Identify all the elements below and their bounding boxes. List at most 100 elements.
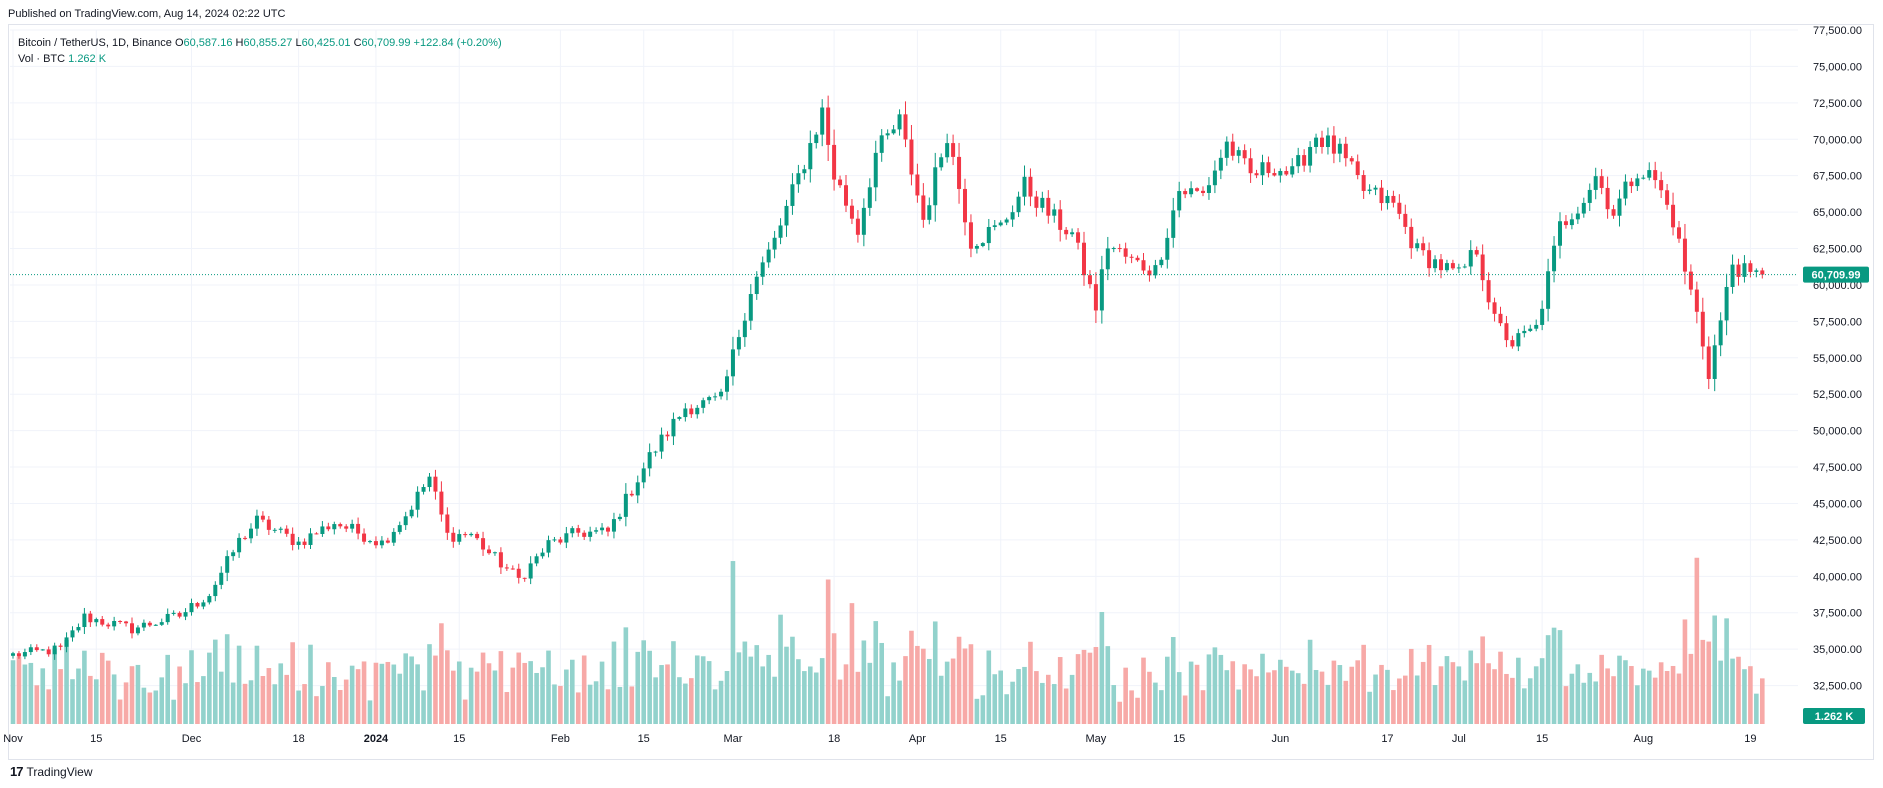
candle-body [1004,219,1009,223]
candle-body [879,135,884,153]
volume-bar [587,684,593,724]
candle-body [1087,275,1092,285]
candle-body [225,556,230,573]
candle-body [558,539,563,543]
candle-body [1760,270,1765,275]
volume-bar [1176,672,1182,724]
time-tick-label: 15 [90,733,102,745]
time-tick-label: Dec [182,733,202,745]
tradingview-logo[interactable]: 17 TradingView [10,764,93,779]
ohlc-line: Bitcoin / TetherUS, 1D, Binance O60,587.… [18,35,502,51]
volume-bar [1230,661,1236,724]
candle-body [1403,213,1408,227]
volume-bar [10,660,16,724]
candle-body [1343,143,1348,159]
volume-bar [813,672,819,724]
candle-body [1528,328,1533,331]
candle-body [1123,248,1128,257]
volume-bar [790,636,795,724]
volume-bar [1254,676,1259,724]
candle-body [546,540,551,553]
volume-bar [159,677,165,724]
candle-body [855,218,860,235]
candle-body [677,417,682,419]
volume-bar [480,652,486,724]
volume-bar [236,645,242,724]
volume-bar [540,667,545,724]
candle-body [844,185,848,206]
volume-bar [760,666,765,724]
volume-bar [326,662,331,724]
candle-body [290,533,295,545]
volume-bar [379,663,385,724]
volume-bar [986,650,992,724]
volume-bar [1391,690,1396,724]
candle-body [867,187,872,208]
candle-body [1296,155,1301,167]
candle-body [730,349,735,377]
volume-bar [855,671,861,724]
candle-body [1260,162,1265,176]
volume-bar [183,683,188,724]
volume-bar [558,685,563,724]
candle-body [635,482,640,496]
candle-body [1433,259,1438,269]
volume-bar [296,690,301,724]
candle-body [153,624,158,626]
volume-bar [617,686,623,724]
candle-body [927,205,932,220]
candle-body [213,584,218,597]
candle-body [1534,324,1539,329]
candle-body [1623,181,1628,199]
time-tick-label: Jul [1452,733,1466,745]
candle-body [1171,210,1176,238]
candle-body [1159,259,1164,266]
candle-body [1064,229,1069,235]
candle-body [1444,263,1449,271]
volume-bar [1652,677,1658,724]
volume-bar [403,653,408,724]
candle-body [849,205,854,219]
candle-body [689,408,694,415]
candle-body [1391,195,1396,203]
candle-body [1700,311,1705,347]
volume-bar [337,689,343,724]
price-tick-label: 75,000.00 [1813,61,1862,73]
volume-bar [1397,678,1402,724]
price-tick-label: 72,500.00 [1813,98,1862,110]
volume-bar [683,683,688,724]
candle-body [665,434,670,437]
candle-body [939,157,944,168]
volume-bar [272,684,278,724]
volume-bar [564,669,569,724]
volume-bar [1289,670,1295,724]
volume-bar [1760,678,1765,724]
candle-body [1450,263,1455,269]
candle-body [302,541,307,545]
volume-bar [343,679,349,724]
candle-body [1504,323,1509,341]
volume-bar [1331,660,1337,724]
volume-bar [932,621,938,724]
chart-frame[interactable] [8,24,1874,760]
volume-bar [1284,666,1289,724]
volume-bar [189,650,194,724]
candle-body [1605,187,1610,210]
volume-bar [117,699,123,724]
candle-body [1201,190,1205,193]
candle-body [130,623,134,634]
candle-body [1337,143,1342,154]
time-tick-label: Feb [551,733,570,745]
volume-bar [1266,672,1271,724]
volume-bar [1498,651,1503,724]
candle-body [1135,257,1140,261]
candle-body [1379,187,1384,204]
volume-bar [1450,662,1456,724]
volume-bar [1260,653,1265,724]
volume-bar [677,677,682,724]
volume-bar [718,680,724,724]
time-tick-label: 18 [828,733,840,745]
candle-body [1510,340,1515,347]
volume-bar [1545,635,1551,724]
